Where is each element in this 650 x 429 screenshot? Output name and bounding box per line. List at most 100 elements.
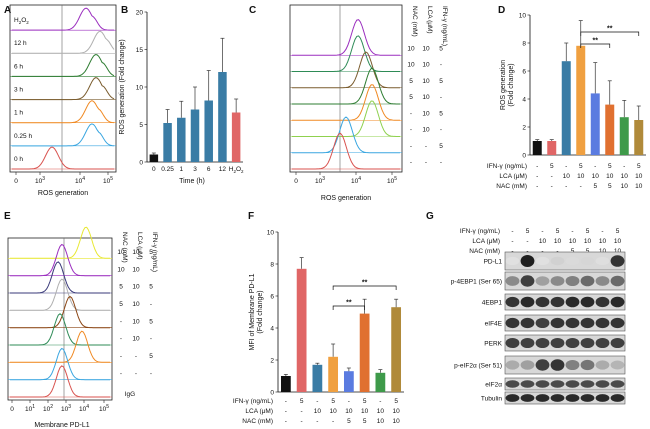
panel-c-condition-cell: - [410, 110, 412, 117]
panel-d-condition-cell: 5 [608, 163, 612, 170]
panel-c-condition-cell: 5 [439, 143, 443, 150]
y-axis-label: ROS generation (Fold change) [119, 39, 126, 134]
bar [163, 123, 172, 162]
panel-e-xtick-label: 102 [43, 404, 53, 413]
panel-d-condition-cell: 5 [550, 163, 554, 170]
blot-band [520, 380, 535, 388]
panel-f-condition-cell: 5 [394, 398, 398, 405]
panel-d-sig-bracket [580, 43, 611, 48]
bar [343, 371, 354, 392]
blot-band [565, 337, 580, 349]
panel-d-sig-bracket [580, 31, 640, 36]
blot-band [610, 337, 625, 349]
panel-g-condition-cell: 10 [614, 238, 622, 245]
panel-g-condition-cell: - [511, 238, 513, 245]
panel-g-condition-cell: - [511, 228, 513, 235]
x-tick-label: 0 [152, 166, 156, 173]
blot-band [520, 394, 535, 402]
panel-f-condition-cell: - [301, 418, 303, 425]
panel-c-condition-cell: - [425, 159, 427, 166]
panel-f-condition-cell: 10 [393, 408, 401, 415]
panel-e-histograms: 0 101 102 103 104 105 10 10 510 10 -5 10 55 10 -- 10 5-… [7, 226, 158, 429]
panel-a-row-label: 1 h [14, 110, 23, 117]
panel-c-header: NAC (mM) [411, 6, 418, 37]
y-tick-label: 0 [522, 152, 526, 159]
panel-g-condition-cell: 10 [599, 238, 607, 245]
panel-e-xlabel: Membrane PD-L1 [34, 422, 89, 429]
panel-a-histograms: H2O2 12 h 6 h 3 h 1 h 0.25 h 0 h 0 103 104 105 RO… [9, 4, 117, 197]
panel-g-condition-cell: - [601, 228, 603, 235]
blot-band [505, 394, 520, 402]
panel-c-header: IFN-γ (ng/mL) [441, 6, 448, 46]
blot-band [580, 380, 595, 388]
panel-f-condition-cell: - [285, 418, 287, 425]
panel-a-frame [9, 4, 117, 173]
panel-e-condition-cell: - [120, 353, 122, 360]
panel-d-chart: 0 2 4 6 8 10 ROS generation(Fold change) ** ** IF… [487, 12, 646, 190]
blot-band [565, 296, 580, 308]
panel-c-histogram-curve [292, 132, 400, 170]
panel-d-condition-cell: 5 [593, 183, 597, 190]
blot-label: Tubulin [481, 395, 502, 402]
blot-band [580, 337, 595, 349]
blot-band [565, 380, 580, 388]
y-axis-label: ROS generation(Fold change) [500, 60, 515, 110]
panel-d-condition-cell: - [565, 163, 567, 170]
panel-e-histogram-curve [10, 278, 110, 311]
panel-d-condition-cell: 10 [635, 183, 643, 190]
panel-c-condition-cell: 5 [409, 78, 413, 85]
blot-band [550, 394, 565, 402]
panel-c-header: LCA (μM) [426, 6, 433, 34]
panel-d-condition-cell: 10 [621, 183, 629, 190]
blot-band [565, 359, 580, 371]
bar [547, 141, 557, 155]
panel-e-xtick-label: 104 [79, 404, 89, 413]
blot-band [595, 360, 610, 370]
blot-label: 4EBP1 [482, 299, 503, 306]
panel-e-condition-cell: 5 [119, 301, 123, 308]
blot-band [580, 394, 595, 402]
panel-a-row-label: 0 h [14, 156, 23, 163]
panel-f-condition-cell: - [285, 398, 287, 405]
panel-c-condition-cell: 10 [422, 127, 430, 134]
bar [634, 120, 644, 155]
panel-c-condition-cell: 5 [439, 110, 443, 117]
panel-a-row-label: 3 h [14, 86, 23, 93]
blot-band [565, 394, 580, 402]
blot-band [520, 296, 535, 308]
panel-c-condition-cell: - [440, 127, 442, 134]
blot-band [595, 256, 610, 266]
blot-label: p-4EBP1 (Ser 65) [451, 278, 502, 285]
y-tick-label: 5 [139, 122, 143, 129]
panel-f-sig-bracket-label: ** [362, 280, 368, 287]
panel-letter-f: F [248, 211, 254, 222]
panel-f-condition-cell: 10 [345, 408, 353, 415]
panel-e-condition-cell: 10 [132, 249, 140, 256]
panel-e-frame [7, 237, 113, 401]
blot-band [520, 254, 535, 268]
blot-strip [504, 271, 626, 291]
panel-a-histogram-curve [12, 146, 114, 170]
panel-f-sig-bracket [332, 305, 365, 310]
bar [561, 61, 571, 156]
panel-c-condition-cell: 5 [409, 94, 413, 101]
panel-a-histogram-curve [12, 100, 115, 124]
panel-e-condition-cell: 10 [132, 336, 140, 343]
panel-e-histogram-curve [10, 261, 110, 294]
panel-g-condition-cell: - [556, 248, 558, 255]
panel-e-histogram-curve [10, 313, 110, 346]
panel-e-condition-cell: 5 [149, 284, 153, 291]
bar [359, 313, 370, 392]
blot-band [505, 380, 520, 388]
panel-e-histogram-curve [10, 295, 110, 329]
panel-d-condition-cell: - [580, 183, 582, 190]
x-tick-label: 3 [193, 166, 197, 173]
panel-g-condition-cell: 10 [539, 238, 547, 245]
blot-band [610, 317, 625, 329]
panel-letter-a: A [4, 5, 11, 16]
panel-c-condition-cell: - [410, 159, 412, 166]
bar [576, 45, 586, 155]
blot-band [505, 296, 520, 308]
blot-band [535, 380, 550, 388]
panel-e-condition-cell: 10 [132, 301, 140, 308]
